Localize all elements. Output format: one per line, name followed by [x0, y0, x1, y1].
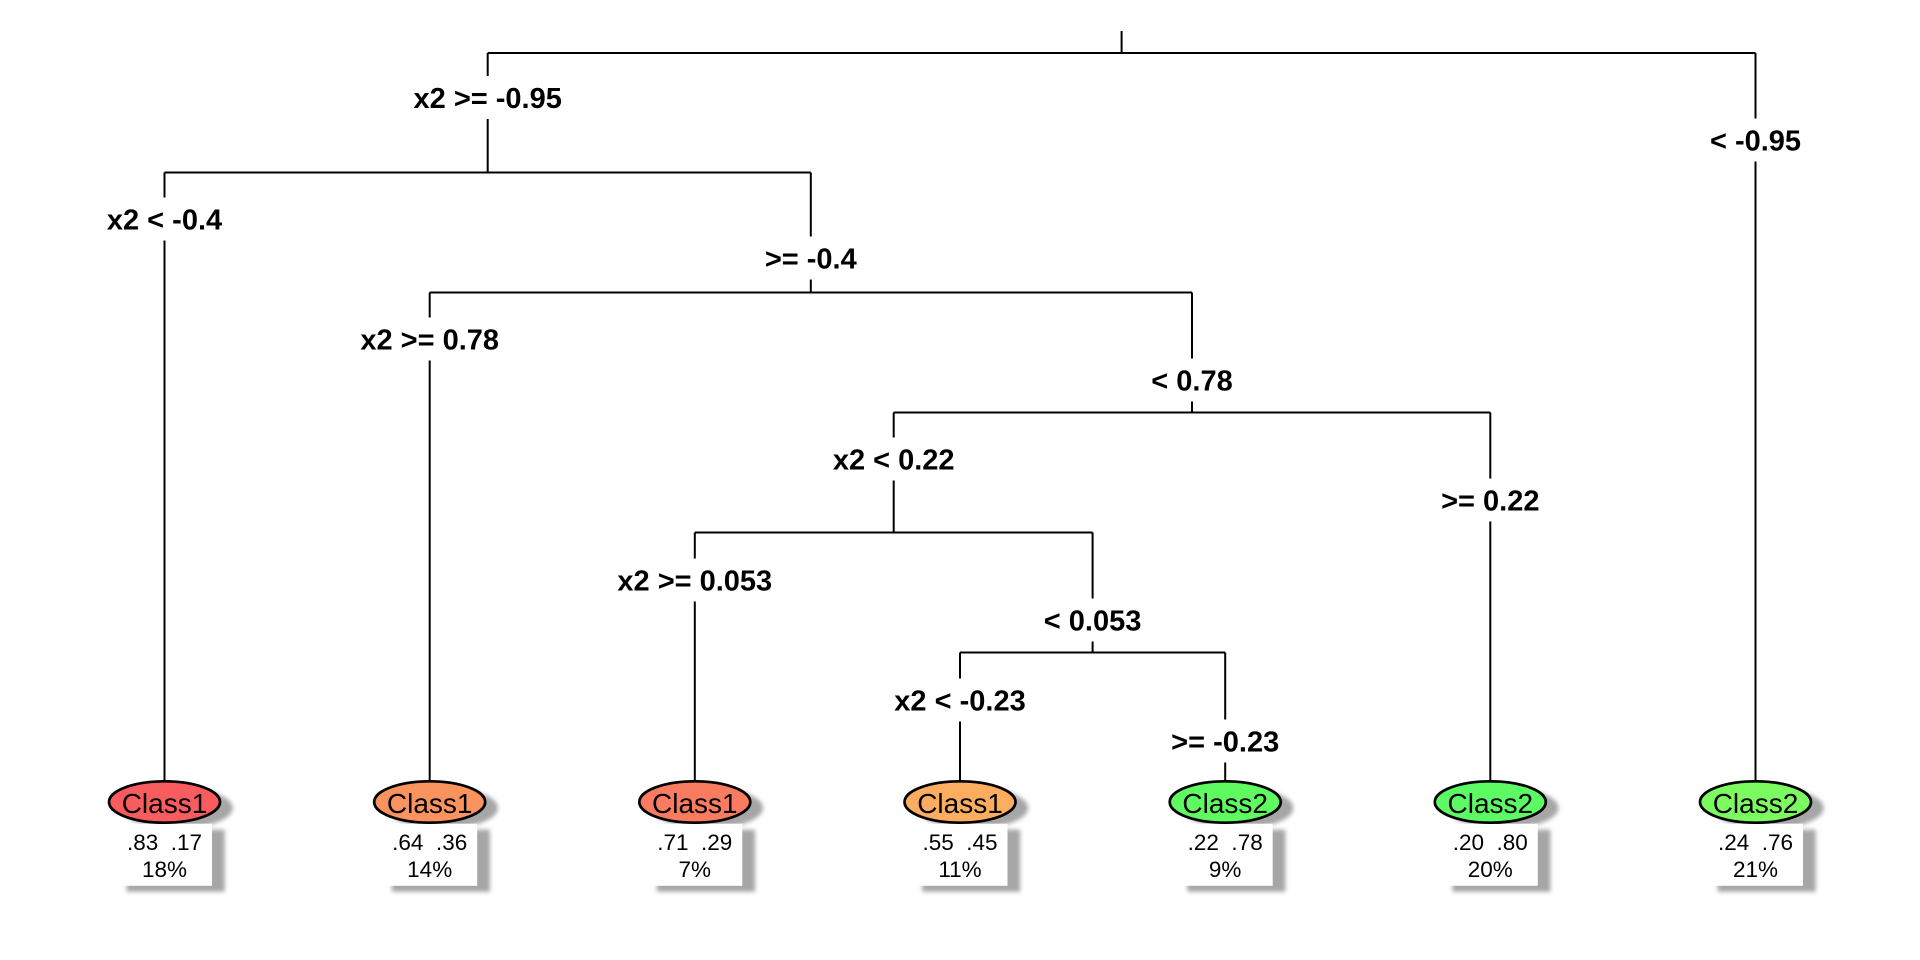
- svg-text:14%: 14%: [407, 857, 452, 882]
- svg-text:< 0.78: < 0.78: [1151, 366, 1232, 398]
- svg-text:Class1: Class1: [122, 788, 208, 819]
- svg-text:< 0.053: < 0.053: [1044, 606, 1142, 638]
- svg-text:x2 < 0.22: x2 < 0.22: [833, 445, 955, 477]
- svg-text:Class2: Class2: [1448, 788, 1534, 819]
- svg-text:.64 .36: .64 .36: [392, 830, 467, 855]
- svg-text:Class1: Class1: [917, 788, 1003, 819]
- svg-text:21%: 21%: [1733, 857, 1778, 882]
- svg-text:.71 .29: .71 .29: [657, 830, 732, 855]
- svg-text:>= -0.4: >= -0.4: [765, 244, 857, 276]
- svg-text:>= 0.22: >= 0.22: [1441, 486, 1539, 518]
- svg-text:Class2: Class2: [1182, 788, 1268, 819]
- svg-text:18%: 18%: [142, 857, 187, 882]
- svg-text:< -0.95: < -0.95: [1710, 126, 1801, 158]
- svg-text:x2 >= 0.053: x2 >= 0.053: [617, 566, 772, 598]
- svg-text:.24 .76: .24 .76: [1718, 830, 1793, 855]
- svg-text:.22 .78: .22 .78: [1188, 830, 1263, 855]
- svg-text:11%: 11%: [938, 857, 981, 882]
- svg-text:20%: 20%: [1468, 857, 1513, 882]
- svg-text:x2 >= -0.95: x2 >= -0.95: [414, 83, 562, 115]
- svg-text:.20 .80: .20 .80: [1453, 830, 1528, 855]
- svg-text:Class1: Class1: [387, 788, 473, 819]
- svg-text:x2 < -0.23: x2 < -0.23: [894, 686, 1025, 718]
- svg-text:9%: 9%: [1209, 857, 1242, 882]
- svg-text:x2 < -0.4: x2 < -0.4: [107, 205, 222, 237]
- svg-text:.83 .17: .83 .17: [127, 830, 202, 855]
- svg-text:7%: 7%: [679, 857, 712, 882]
- svg-text:.55 .45: .55 .45: [922, 830, 997, 855]
- svg-text:Class1: Class1: [652, 788, 738, 819]
- svg-text:x2 >= 0.78: x2 >= 0.78: [360, 325, 499, 357]
- svg-text:>= -0.23: >= -0.23: [1171, 727, 1279, 759]
- svg-text:Class2: Class2: [1713, 788, 1799, 819]
